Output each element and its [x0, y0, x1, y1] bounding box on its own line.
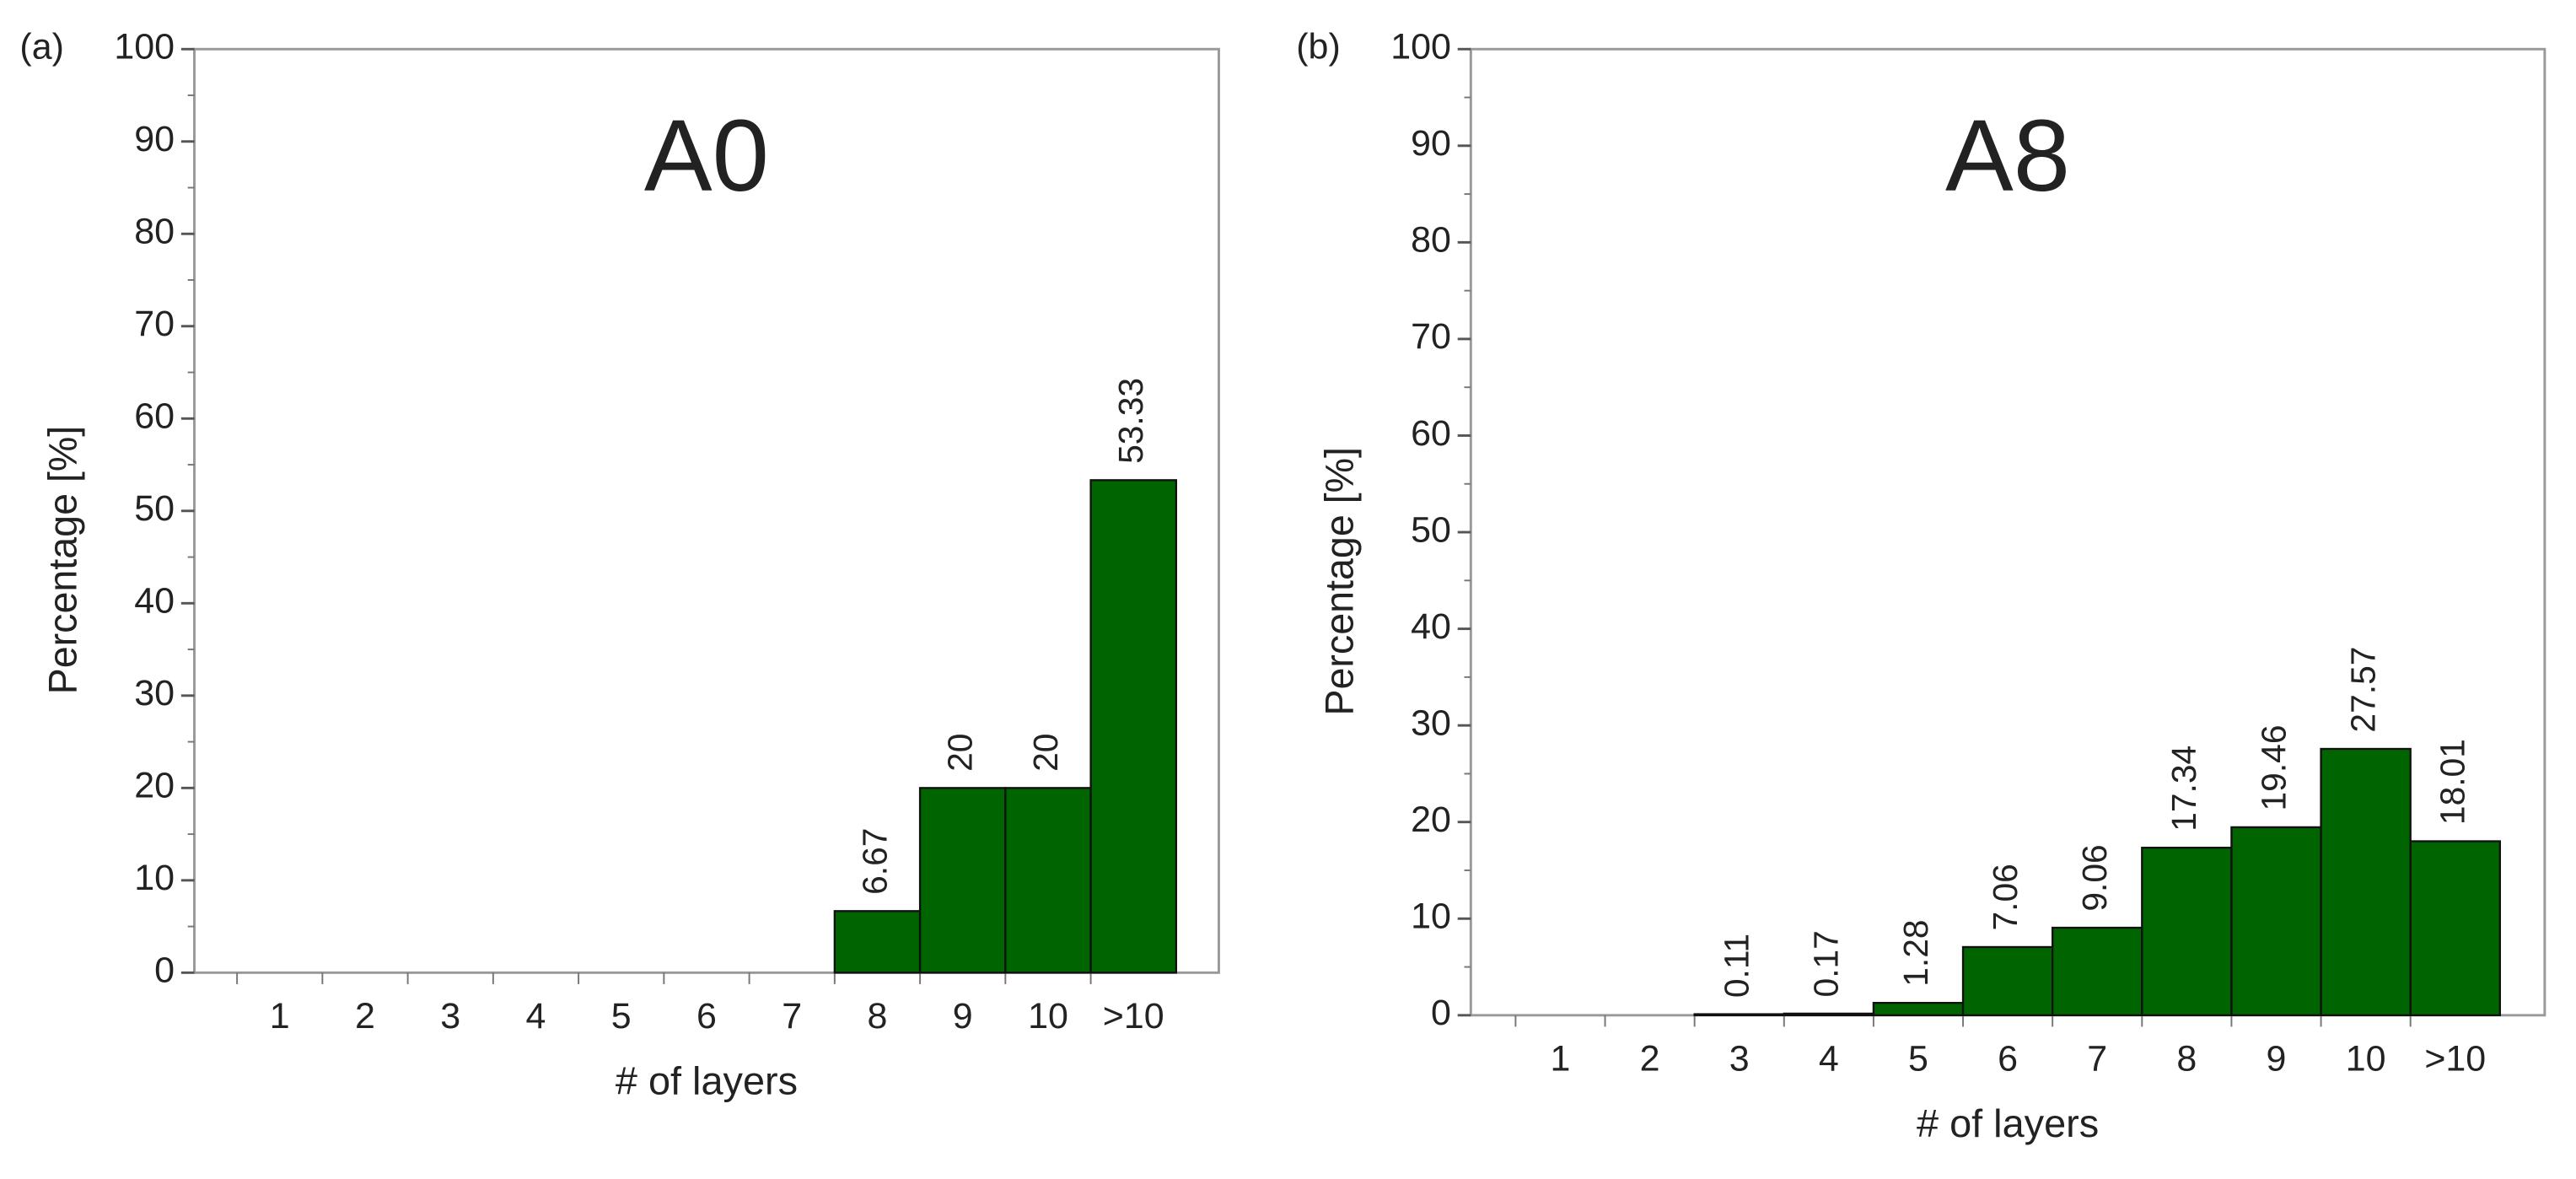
y-tick-label: 0 [154, 950, 175, 991]
x-tick-label: 1 [270, 996, 290, 1036]
x-tick-label: >10 [1103, 996, 1164, 1036]
y-tick-label: 100 [1390, 27, 1451, 67]
bar [1961, 945, 2054, 1016]
x-tick-label: 1 [1551, 1039, 1571, 1079]
value-label: 19.46 [2254, 724, 2293, 810]
x-tick-label: 7 [782, 996, 802, 1036]
x-tick-label: 8 [868, 996, 888, 1036]
value-label: 0.11 [1717, 934, 1756, 998]
y-tick-label: 20 [1411, 799, 1451, 840]
value-label: 1.28 [1896, 919, 1935, 986]
y-tick-label: 20 [134, 766, 175, 806]
value-label: 27.57 [2343, 647, 2382, 733]
chart-title: A0 [644, 99, 769, 213]
value-label: 18.01 [2433, 739, 2471, 825]
y-tick-label: 90 [1411, 123, 1451, 164]
x-axis-title: # of layers [1917, 1101, 2099, 1145]
x-tick-label: 10 [1028, 996, 1068, 1036]
y-tick-label: 50 [134, 488, 175, 529]
chart-panel: (a) A0 0 10 20 30 40 50 60 70 80 90 100 # of layers Pe… [19, 27, 1220, 1103]
y-tick-label: 90 [134, 119, 175, 159]
x-tick-label: 6 [1998, 1039, 2018, 1079]
x-tick-label: 4 [526, 996, 546, 1036]
bar [2409, 840, 2501, 1016]
y-tick-label: 80 [134, 212, 175, 252]
bar [918, 787, 1007, 974]
x-tick-label: 3 [1729, 1039, 1750, 1079]
y-tick-label: 30 [134, 673, 175, 713]
y-tick-label: 30 [1411, 703, 1451, 744]
x-tick-label: 5 [611, 996, 632, 1036]
bar [1089, 479, 1178, 974]
x-tick-label: 8 [2176, 1039, 2197, 1079]
value-label: 20 [1026, 734, 1065, 772]
bar [833, 910, 922, 974]
y-tick-label: 60 [134, 396, 175, 437]
y-axis-title: Percentage [%] [40, 426, 84, 695]
bar [2230, 826, 2322, 1016]
x-tick-label: 4 [1819, 1039, 1839, 1079]
y-tick-label: 50 [1411, 509, 1451, 550]
value-label: 17.34 [2165, 746, 2203, 832]
bar [2320, 747, 2412, 1016]
value-label: 9.06 [2075, 844, 2114, 911]
x-tick-label: 2 [355, 996, 375, 1036]
x-tick-label: 6 [696, 996, 717, 1036]
panel-label: (b) [1296, 27, 1341, 67]
x-tick-label: 7 [2087, 1039, 2107, 1079]
bar [1004, 787, 1092, 974]
y-tick-label: 80 [1411, 220, 1451, 261]
x-tick-label: >10 [2424, 1039, 2486, 1079]
y-tick-label: 0 [1431, 993, 1451, 1033]
x-axis-title: # of layers [616, 1059, 798, 1103]
value-label: 6.67 [855, 828, 894, 895]
chart-title: A8 [1945, 99, 2070, 213]
panel-label: (a) [19, 27, 64, 67]
bar [1872, 1002, 1965, 1016]
x-tick-label: 9 [953, 996, 973, 1036]
x-tick-label: 10 [2346, 1039, 2386, 1079]
y-tick-label: 60 [1411, 413, 1451, 454]
y-tick-label: 10 [134, 858, 175, 898]
value-label: 53.33 [1111, 378, 1150, 464]
x-tick-label: 3 [440, 996, 460, 1036]
bar [2051, 926, 2143, 1016]
value-label: 0.17 [1807, 930, 1846, 997]
x-tick-label: 5 [1908, 1039, 1928, 1079]
y-tick-label: 70 [134, 304, 175, 344]
y-tick-label: 100 [114, 27, 175, 67]
x-tick-label: 9 [2267, 1039, 2287, 1079]
chart-panel: (b) A8 0 10 20 30 40 50 60 70 80 90 100 # of layers Pe… [1296, 27, 2546, 1145]
value-label: 20 [940, 734, 979, 772]
value-label: 7.06 [1986, 864, 2025, 930]
y-tick-label: 10 [1411, 896, 1451, 937]
y-tick-label: 70 [1411, 316, 1451, 357]
y-tick-label: 40 [134, 581, 175, 622]
y-axis-title: Percentage [%] [1317, 447, 1361, 716]
y-tick-label: 40 [1411, 606, 1451, 647]
bar [1783, 1012, 1875, 1016]
bar [2141, 847, 2233, 1016]
x-tick-label: 2 [1640, 1039, 1660, 1079]
